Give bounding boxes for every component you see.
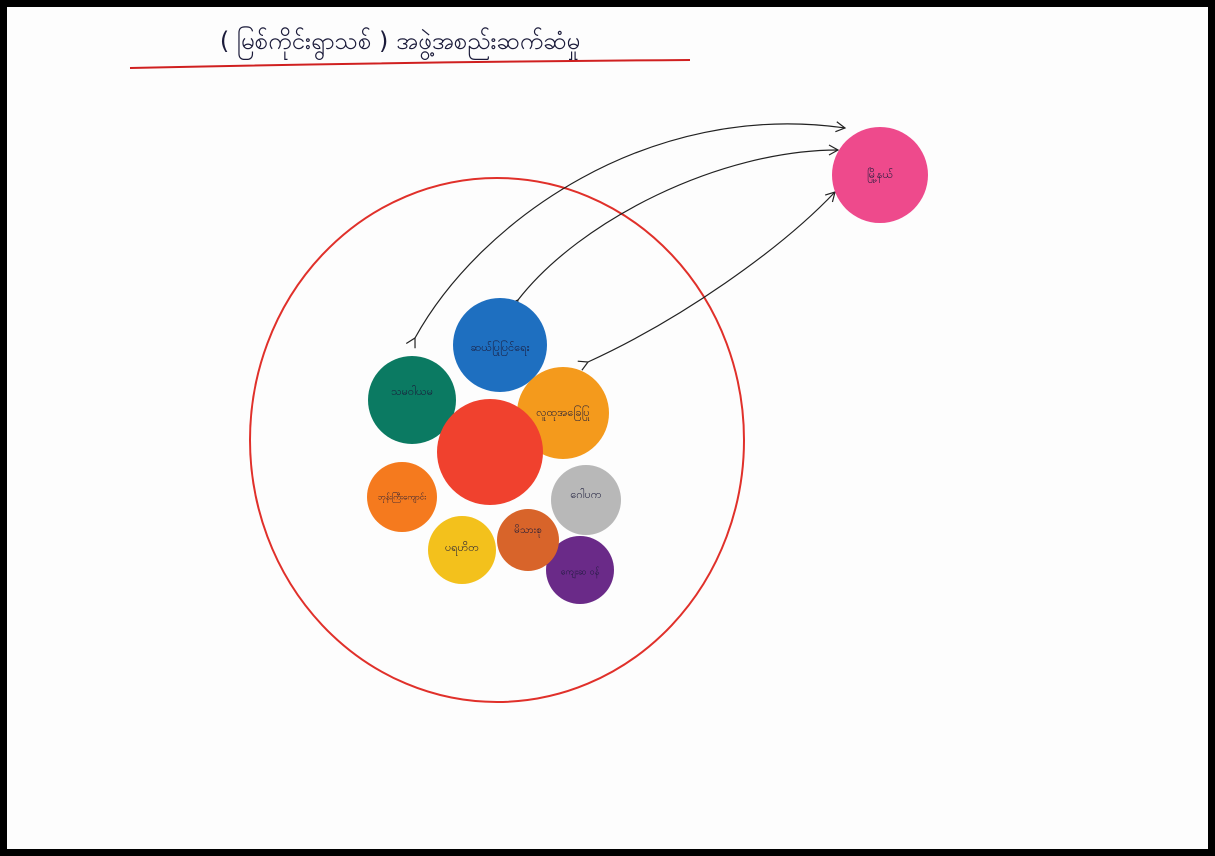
- diagram: ( မြစ်ကိုင်းရွာသစ် ) အဖွဲ့အစည်းဆက်ဆံမှု …: [0, 0, 1215, 856]
- node-label: လူထုအခြေပြု: [536, 405, 590, 421]
- node-label: ကျေးဆ ဝန်: [561, 567, 600, 579]
- node-label: ဆယ်ပြုပြင်ရေး: [471, 340, 530, 356]
- node-label: ပရဟိတ: [445, 541, 479, 556]
- node-circle: [437, 399, 543, 505]
- node-label: မိသားစု: [514, 523, 542, 538]
- paper: [7, 7, 1208, 849]
- node-label: သမဝါယမ: [391, 385, 433, 398]
- node-label: ဂေါပက: [570, 488, 601, 501]
- node-label: မြို့နယ်: [867, 167, 894, 183]
- node-circle: [497, 509, 559, 571]
